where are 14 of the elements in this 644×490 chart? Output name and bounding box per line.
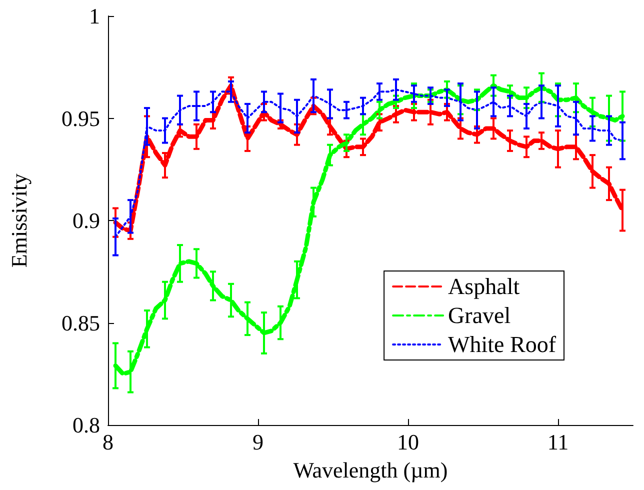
y-axis-title: Emissivity xyxy=(6,173,32,268)
x-tick-label: 11 xyxy=(547,430,569,454)
x-tick-label: 10 xyxy=(397,430,419,454)
legend-label: Asphalt xyxy=(448,274,520,299)
x-tick-label: 9 xyxy=(252,430,264,454)
legend-label: Gravel xyxy=(448,303,511,328)
y-tick-label: 1 xyxy=(89,4,100,28)
y-tick-label: 0.9 xyxy=(72,208,100,233)
legend-label: White Roof xyxy=(448,332,556,357)
x-tick-label: 8 xyxy=(102,430,114,454)
y-tick-label: 0.95 xyxy=(62,106,100,131)
x-axis-title: Wavelength (µm) xyxy=(293,458,448,482)
y-tick-label: 0.85 xyxy=(62,310,100,336)
y-tick-label: 0.8 xyxy=(72,412,100,438)
